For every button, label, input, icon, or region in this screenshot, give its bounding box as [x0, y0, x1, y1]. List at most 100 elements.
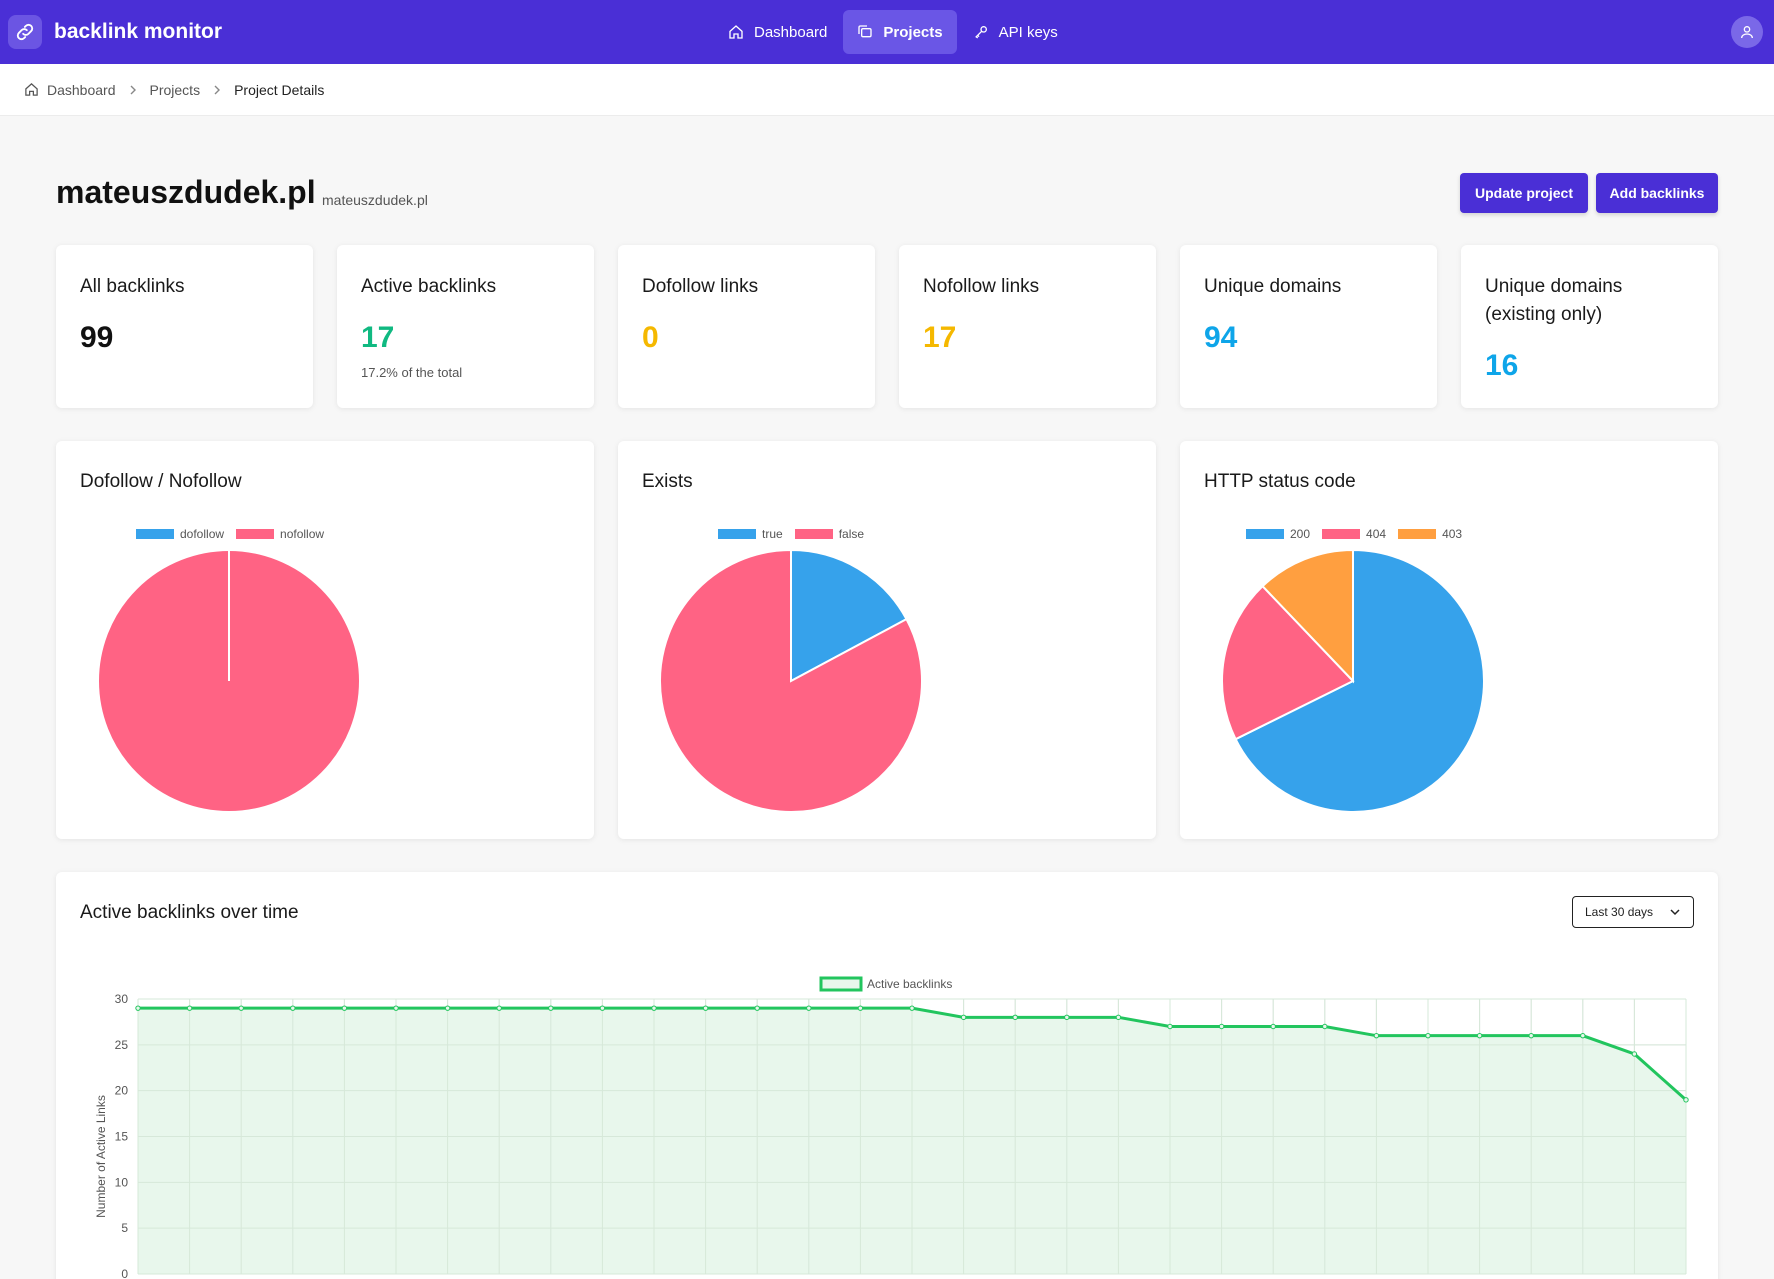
legend-swatch	[136, 529, 174, 539]
legend-swatch	[1398, 529, 1437, 539]
pie-slice-false[interactable]	[659, 548, 923, 813]
chart-title: Exists	[642, 471, 693, 492]
legend-item-dofollow[interactable]: dofollow	[136, 527, 224, 541]
update-project-button[interactable]: Update project	[1460, 173, 1588, 213]
data-point[interactable]	[702, 1005, 709, 1011]
data-point[interactable]	[1425, 1032, 1431, 1039]
data-point[interactable]	[1218, 1023, 1225, 1030]
data-point[interactable]	[1631, 1051, 1638, 1057]
stat-value: 16	[1485, 349, 1519, 382]
stat-label: Unique domains	[1204, 276, 1342, 297]
y-tick-label: 5	[121, 1221, 128, 1235]
data-point[interactable]	[1683, 1097, 1689, 1103]
legend-label: true	[762, 527, 783, 541]
pie-slice-200[interactable]	[1234, 548, 1485, 813]
breadcrumb-current-label: Project Details	[234, 81, 325, 98]
pie-slice-404[interactable]	[1221, 584, 1355, 741]
legend-item-nofollow[interactable]: nofollow	[236, 527, 324, 541]
breadcrumb: Dashboard Projects Project Details	[0, 64, 1774, 116]
stat-label: Dofollow links	[642, 276, 759, 297]
home-icon	[729, 25, 743, 39]
add-backlinks-button[interactable]: Add backlinks	[1596, 173, 1718, 213]
stat-card-unique-domains: Unique domains 94	[1180, 245, 1437, 408]
legend-label: false	[838, 527, 865, 541]
legend-swatch	[236, 529, 275, 539]
data-point[interactable]	[341, 1005, 348, 1011]
legend-label: Active backlinks	[867, 977, 952, 991]
breadcrumb-projects-label: Projects	[149, 81, 201, 98]
breadcrumb-projects[interactable]: Projects	[150, 82, 201, 98]
legend-item-404[interactable]: 404	[1322, 527, 1386, 541]
legend-item-403[interactable]: 403	[1398, 527, 1462, 541]
stat-card-dofollow: Dofollow links 0	[618, 245, 875, 408]
data-point[interactable]	[1580, 1032, 1586, 1039]
data-point[interactable]	[496, 1005, 502, 1011]
stat-note: 17.2% of the total	[361, 365, 463, 380]
nav-projects[interactable]: Projects	[843, 10, 957, 54]
nav-api-keys[interactable]: API keys	[959, 10, 1072, 54]
pie-slice-true[interactable]	[790, 548, 908, 683]
legend-swatch	[1246, 529, 1284, 539]
data-point[interactable]	[754, 1005, 760, 1011]
stat-value: 0	[642, 321, 659, 354]
y-tick-label: 25	[115, 1038, 129, 1052]
chart-title: Dofollow / Nofollow	[80, 471, 242, 492]
y-tick-label: 20	[115, 1084, 129, 1098]
legend-item-true[interactable]: true	[718, 527, 783, 541]
data-point[interactable]	[238, 1005, 244, 1011]
chart-legend: dofollow nofollow	[136, 527, 336, 541]
data-point[interactable]	[1115, 1014, 1122, 1021]
y-tick-label: 10	[115, 1175, 129, 1189]
data-point[interactable]	[857, 1005, 864, 1011]
legend-item-false[interactable]: false	[794, 527, 865, 541]
stat-card-active-backlinks: Active backlinks 17 17.2% of the total	[337, 245, 594, 408]
app-name: backlink monitor	[54, 20, 223, 43]
data-point[interactable]	[1270, 1023, 1276, 1030]
data-point[interactable]	[444, 1005, 451, 1011]
stat-card-nofollow: Nofollow links 17	[899, 245, 1156, 408]
top-navbar: backlink monitor Dashboard Projects API …	[0, 0, 1774, 64]
data-point[interactable]	[1476, 1032, 1483, 1039]
user-icon	[1741, 26, 1753, 39]
project-domain: mateuszdudek.pl	[322, 192, 428, 208]
data-point[interactable]	[909, 1005, 915, 1011]
line-legend[interactable]: Active backlinks	[819, 976, 952, 992]
chevron-down-icon	[1670, 909, 1680, 916]
data-point[interactable]	[290, 1005, 296, 1011]
stat-label: Nofollow links	[923, 276, 1040, 297]
y-tick-label: 0	[121, 1267, 128, 1279]
legend-label: nofollow	[280, 527, 325, 541]
data-point[interactable]	[960, 1014, 967, 1021]
chart-card-dofollow-nofollow: Dofollow / Nofollow dofollow nofollow	[56, 441, 594, 839]
data-point[interactable]	[651, 1005, 657, 1011]
data-point[interactable]	[186, 1005, 193, 1011]
nav-dashboard[interactable]: Dashboard	[714, 10, 841, 54]
legend-label: 200	[1290, 527, 1311, 541]
date-range-select[interactable]: Last 30 days	[1572, 896, 1694, 928]
legend-item-200[interactable]: 200	[1246, 527, 1310, 541]
legend-label: dofollow	[180, 527, 225, 541]
data-point[interactable]	[548, 1005, 554, 1011]
data-point[interactable]	[1528, 1032, 1534, 1039]
data-point[interactable]	[393, 1005, 399, 1011]
data-point[interactable]	[1322, 1023, 1328, 1030]
data-point[interactable]	[1064, 1014, 1070, 1021]
chart-title: Active backlinks over time	[80, 902, 299, 923]
home-icon	[25, 83, 38, 96]
data-point[interactable]	[1167, 1023, 1173, 1030]
pie-slice-403[interactable]	[1261, 548, 1354, 684]
stat-label: Unique domains (existing only)	[1485, 276, 1623, 325]
data-point[interactable]	[135, 1005, 141, 1011]
data-point[interactable]	[1012, 1014, 1018, 1021]
pie-chart-dofollow-nofollow	[97, 549, 361, 813]
chart-legend: 200 404 403	[1246, 527, 1474, 541]
data-point[interactable]	[599, 1005, 606, 1011]
stat-value: 99	[80, 321, 114, 354]
brand[interactable]: backlink monitor	[8, 15, 222, 49]
user-menu-button[interactable]	[1731, 16, 1763, 48]
key-icon	[974, 26, 987, 39]
breadcrumb-dashboard[interactable]: Dashboard	[24, 82, 116, 98]
data-point[interactable]	[1373, 1032, 1380, 1039]
data-point[interactable]	[806, 1005, 812, 1011]
stat-value: 17	[361, 321, 395, 354]
